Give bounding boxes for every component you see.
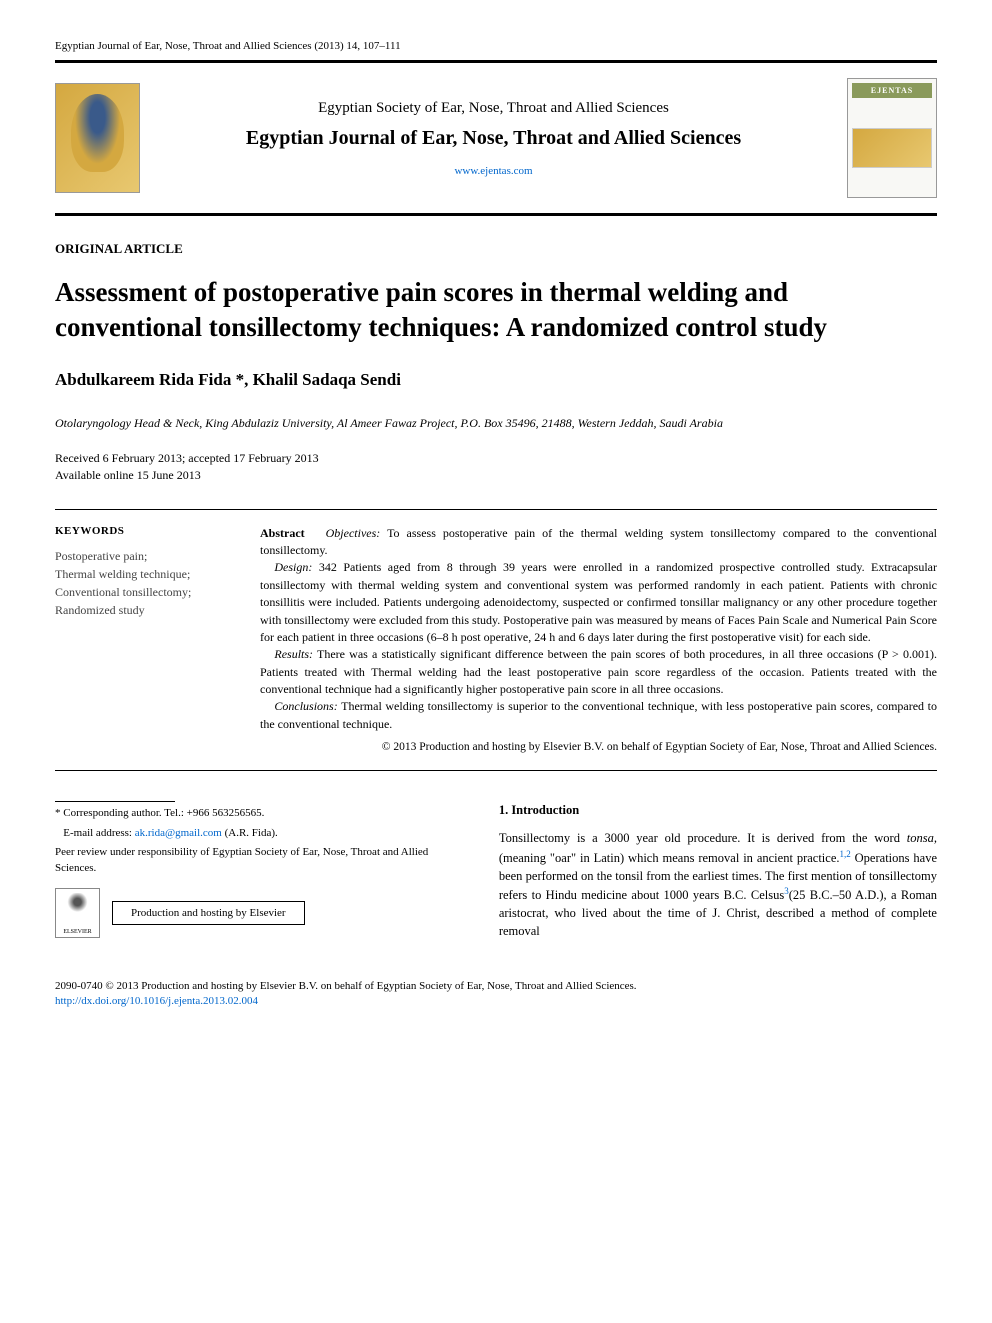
journal-header: Egyptian Society of Ear, Nose, Throat an… [55,60,937,216]
hosting-box: ELSEVIER Production and hosting by Elsev… [55,888,459,938]
introduction-column: 1. Introduction Tonsillectomy is a 3000 … [499,801,937,940]
abstract-copyright: © 2013 Production and hosting by Elsevie… [260,739,937,755]
peer-review-note: Peer review under responsibility of Egyp… [55,845,459,876]
results-label: Results: [274,647,313,661]
hosting-text: Production and hosting by Elsevier [112,901,305,925]
citation-1-2[interactable]: 1,2 [840,849,851,859]
abstract-label: Abstract [260,526,305,540]
cover-badge: EJENTAS [852,83,932,98]
objectives-label: Objectives: [326,526,381,540]
abstract-block: KEYWORDS Postoperative pain; Thermal wel… [55,509,937,772]
intro-tonsa: tonsa, [907,831,937,845]
keywords-heading: KEYWORDS [55,525,235,537]
introduction-text: Tonsillectomy is a 3000 year old procedu… [499,829,937,940]
cover-thumbnail-icon [852,128,932,168]
doi-link[interactable]: http://dx.doi.org/10.1016/j.ejenta.2013.… [55,995,258,1007]
intro-part2: (meaning "oar" in Latin) which means rem… [499,851,840,865]
issn-copyright: 2090-0740 © 2013 Production and hosting … [55,979,937,994]
online-date: Available online 15 June 2013 [55,467,937,484]
journal-reference: Egyptian Journal of Ear, Nose, Throat an… [55,40,937,52]
affiliation: Otolaryngology Head & Neck, King Abdulaz… [55,415,937,432]
corresponding-author: * Corresponding author. Tel.: +966 56325… [55,806,459,821]
publication-dates: Received 6 February 2013; accepted 17 Fe… [55,450,937,484]
journal-url-link[interactable]: www.ejentas.com [454,165,532,177]
design-text: 342 Patients aged from 8 through 39 year… [260,560,937,644]
journal-title: Egyptian Journal of Ear, Nose, Throat an… [160,127,827,150]
keywords-column: KEYWORDS Postoperative pain; Thermal wel… [55,525,235,756]
intro-part1: Tonsillectomy is a 3000 year old procedu… [499,831,907,845]
authors: Abdulkareem Rida Fida *, Khalil Sadaqa S… [55,370,937,390]
footnotes-column: * Corresponding author. Tel.: +966 56325… [55,801,459,940]
footnote-rule [55,801,175,802]
society-name: Egyptian Society of Ear, Nose, Throat an… [160,100,827,117]
article-title: Assessment of postoperative pain scores … [55,275,937,345]
header-center: Egyptian Society of Ear, Nose, Throat an… [160,100,827,177]
society-logo-icon [55,83,140,193]
elsevier-tree-icon [64,893,91,923]
elsevier-label: ELSEVIER [63,929,91,935]
email-line: E-mail address: ak.rida@gmail.com (A.R. … [55,826,459,841]
abstract-column: Abstract Objectives: To assess postopera… [260,525,937,756]
received-accepted-date: Received 6 February 2013; accepted 17 Fe… [55,450,937,467]
keywords-list: Postoperative pain; Thermal welding tech… [55,547,235,619]
conclusions-label: Conclusions: [274,699,337,713]
journal-url: www.ejentas.com [160,165,827,177]
page-footer: 2090-0740 © 2013 Production and hosting … [55,971,937,1010]
abstract-conclusions: Conclusions: Thermal welding tonsillecto… [260,698,937,733]
abstract-design: Design: 342 Patients aged from 8 through… [260,559,937,646]
conclusions-text: Thermal welding tonsillectomy is superio… [260,699,937,730]
elsevier-logo-icon: ELSEVIER [55,888,100,938]
abstract-results: Results: There was a statistically signi… [260,646,937,698]
introduction-heading: 1. Introduction [499,801,937,819]
journal-cover-icon: EJENTAS [847,78,937,198]
email-link[interactable]: ak.rida@gmail.com [135,827,222,839]
email-label: E-mail address: [63,827,132,839]
footer-zone: * Corresponding author. Tel.: +966 56325… [55,801,937,940]
results-text: There was a statistically significant di… [260,647,937,696]
design-label: Design: [274,560,312,574]
abstract-objectives: Abstract Objectives: To assess postopera… [260,525,937,560]
email-author: (A.R. Fida). [225,827,278,839]
article-type: ORIGINAL ARTICLE [55,241,937,257]
